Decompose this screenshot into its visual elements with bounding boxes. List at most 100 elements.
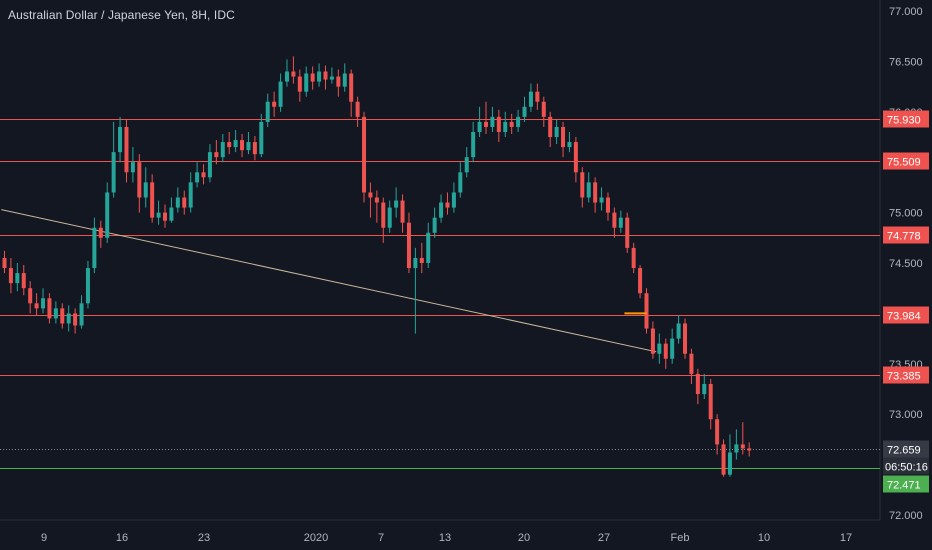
candle-up[interactable]: [554, 126, 559, 138]
candle-down[interactable]: [663, 343, 668, 359]
candle-down[interactable]: [297, 76, 302, 92]
candle-down[interactable]: [124, 126, 129, 173]
candle-down[interactable]: [21, 273, 26, 289]
candle-up[interactable]: [15, 273, 20, 284]
candle-up[interactable]: [304, 73, 309, 92]
candle-up[interactable]: [432, 217, 437, 233]
candle-down[interactable]: [561, 126, 566, 148]
candle-up[interactable]: [522, 106, 527, 117]
candle-down[interactable]: [419, 257, 424, 264]
candle-down[interactable]: [137, 162, 142, 198]
candle-down[interactable]: [381, 202, 386, 228]
candle-down[interactable]: [695, 373, 700, 395]
candle-down[interactable]: [689, 353, 694, 374]
candle-down[interactable]: [400, 200, 405, 223]
candle-down[interactable]: [323, 71, 328, 80]
candle-down[interactable]: [406, 222, 411, 269]
candle-down[interactable]: [201, 172, 206, 178]
candle-down[interactable]: [310, 73, 315, 82]
candle-up[interactable]: [734, 444, 739, 453]
candle-up[interactable]: [220, 142, 225, 158]
candle-up[interactable]: [92, 227, 97, 269]
candle-up[interactable]: [41, 298, 46, 309]
candle-down[interactable]: [34, 303, 39, 309]
candle-up[interactable]: [195, 172, 200, 183]
candle-down[interactable]: [98, 227, 103, 238]
candle-up[interactable]: [342, 73, 347, 87]
candle-down[interactable]: [73, 313, 78, 326]
candle-up[interactable]: [657, 343, 662, 354]
candle-down[interactable]: [8, 268, 13, 284]
candle-up[interactable]: [464, 157, 469, 173]
candle-down[interactable]: [28, 288, 33, 304]
candle-up[interactable]: [387, 207, 392, 228]
candle-up[interactable]: [471, 131, 476, 158]
candle-up[interactable]: [413, 257, 418, 269]
candle-up[interactable]: [246, 142, 251, 151]
candle-up[interactable]: [567, 142, 572, 148]
candle-up[interactable]: [618, 217, 623, 228]
candle-down[interactable]: [355, 101, 360, 117]
candle-down[interactable]: [509, 121, 514, 127]
candle-down[interactable]: [484, 121, 488, 127]
candle-up[interactable]: [278, 81, 283, 107]
trend-line[interactable]: [1, 209, 657, 353]
candle-up[interactable]: [458, 172, 463, 193]
candle-up[interactable]: [329, 76, 334, 80]
candle-up[interactable]: [105, 192, 110, 238]
candle-up[interactable]: [85, 268, 90, 304]
candle-up[interactable]: [188, 182, 193, 208]
candle-down[interactable]: [650, 328, 655, 354]
candle-down[interactable]: [631, 247, 636, 269]
candle-up[interactable]: [477, 121, 482, 132]
candle-up[interactable]: [233, 140, 238, 148]
candle-up[interactable]: [317, 71, 322, 82]
candle-up[interactable]: [118, 126, 123, 153]
candle-down[interactable]: [252, 142, 257, 155]
candle-down[interactable]: [496, 116, 501, 132]
candle-down[interactable]: [573, 142, 578, 173]
candle-down[interactable]: [182, 197, 187, 208]
candle-up[interactable]: [439, 202, 444, 218]
candle-up[interactable]: [130, 162, 135, 173]
candle-down[interactable]: [60, 308, 65, 324]
candle-down[interactable]: [374, 197, 379, 203]
candle-down[interactable]: [747, 448, 752, 451]
candle-down[interactable]: [721, 444, 726, 475]
candle-up[interactable]: [676, 323, 681, 339]
candle-down[interactable]: [638, 268, 643, 294]
candle-up[interactable]: [66, 313, 71, 324]
candle-up[interactable]: [490, 116, 495, 127]
candle-up[interactable]: [670, 338, 675, 359]
candle-up[interactable]: [143, 182, 148, 198]
candle-down[interactable]: [47, 298, 52, 319]
candle-up[interactable]: [284, 71, 289, 82]
candle-up[interactable]: [702, 383, 707, 395]
candle-down[interactable]: [368, 192, 373, 198]
candle-down[interactable]: [240, 140, 245, 151]
candle-down[interactable]: [445, 202, 450, 208]
candle-up[interactable]: [599, 197, 604, 203]
candle-up[interactable]: [516, 116, 521, 127]
candle-down[interactable]: [541, 101, 546, 117]
candle-down[interactable]: [291, 71, 296, 77]
candle-down[interactable]: [593, 182, 598, 203]
candle-down[interactable]: [644, 293, 649, 329]
candle-up[interactable]: [175, 197, 180, 208]
candle-down[interactable]: [715, 419, 720, 445]
candle-up[interactable]: [169, 207, 174, 221]
candle-up[interactable]: [727, 452, 732, 475]
candle-down[interactable]: [349, 73, 354, 102]
candle-down[interactable]: [227, 142, 232, 148]
candle-down[interactable]: [535, 91, 540, 102]
candle-up[interactable]: [503, 121, 508, 132]
candle-down[interactable]: [214, 152, 219, 158]
candle-down[interactable]: [605, 197, 610, 213]
candle-up[interactable]: [111, 152, 116, 193]
candle-down[interactable]: [336, 76, 341, 87]
candle-down[interactable]: [683, 323, 688, 354]
candle-down[interactable]: [362, 116, 367, 193]
candle-up[interactable]: [394, 200, 399, 208]
candle-up[interactable]: [451, 192, 456, 208]
